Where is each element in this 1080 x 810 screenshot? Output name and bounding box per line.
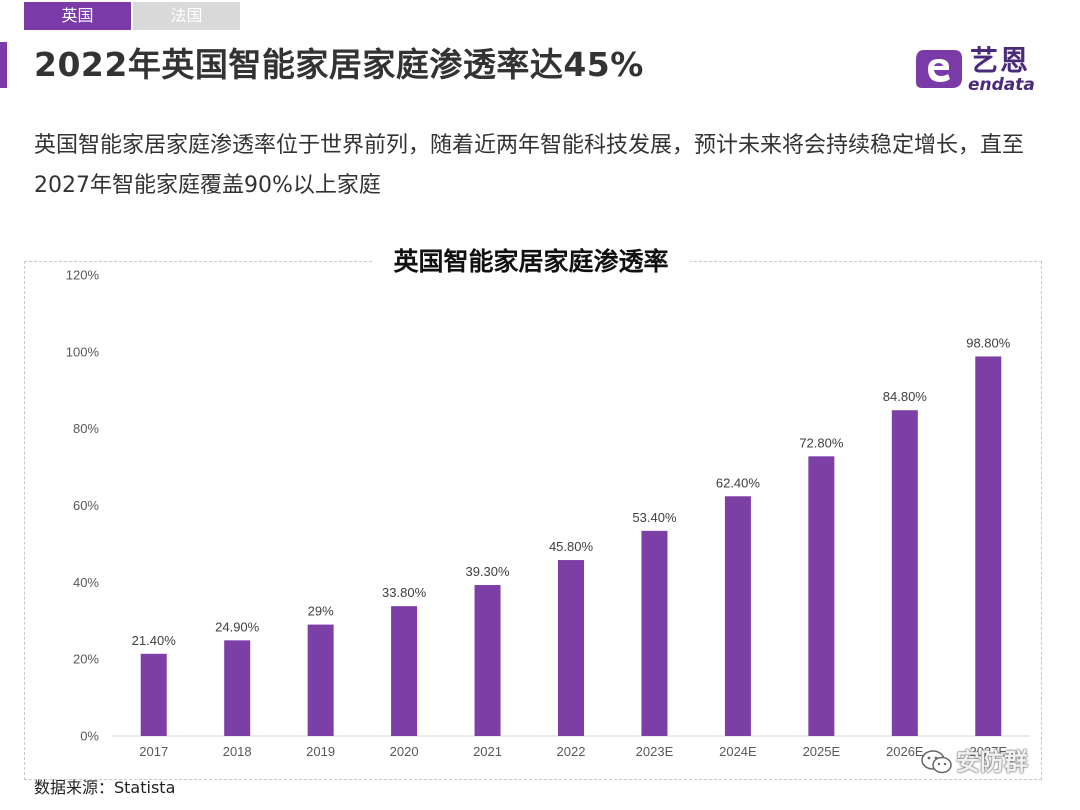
bar (474, 585, 501, 736)
x-axis: 2017 2018 2019 2020 2021 2022 2023E 2024E 2025E 2… (139, 744, 1007, 759)
data-label: 84.80% (883, 389, 928, 404)
y-tick-label: 100% (66, 344, 100, 359)
title-accent-bar (0, 42, 7, 88)
data-label: 62.40% (716, 475, 761, 490)
data-label: 24.90% (215, 619, 260, 634)
y-tick-label: 40% (73, 575, 99, 590)
x-tick-label: 2023E (636, 744, 674, 759)
bar (558, 560, 584, 736)
data-label: 33.80% (382, 585, 427, 600)
source-note: 数据来源：Statista (34, 778, 176, 797)
logo-chinese-text: 艺恩 (970, 44, 1031, 77)
bar (808, 456, 835, 736)
x-tick-label: 2021 (473, 744, 502, 759)
x-tick-label: 2024E (719, 744, 757, 759)
bars (140, 356, 1002, 736)
data-label: 45.80% (549, 539, 594, 554)
bar (224, 640, 251, 736)
chart-title: 英国智能家居家庭渗透率 (372, 242, 690, 282)
data-label: 21.40% (132, 633, 177, 648)
x-tick-label: 2020 (390, 744, 419, 759)
x-tick-label: 2022 (557, 744, 586, 759)
y-tick-label: 60% (73, 498, 99, 513)
tab-france[interactable]: 法国 (133, 2, 240, 30)
y-tick-label: 20% (73, 652, 99, 667)
x-tick-label: 2017 (139, 744, 168, 759)
y-axis: 0% 20% 40% 60% 80% 100% 120% (66, 268, 100, 744)
bar (307, 624, 334, 736)
x-tick-label: 2025E (803, 744, 841, 759)
data-label: 29% (308, 604, 334, 619)
bar (891, 410, 918, 736)
wechat-icon (921, 750, 952, 774)
y-tick-label: 120% (66, 268, 100, 283)
data-label: 39.30% (465, 564, 510, 579)
page-title: 2022年英国智能家居家庭渗透率达45% (34, 45, 644, 84)
bar (140, 653, 167, 736)
x-tick-label: 2027E (969, 744, 1007, 759)
x-tick-label: 2018 (223, 744, 252, 759)
watermark: 安防群 (920, 745, 1050, 779)
data-label: 53.40% (632, 510, 677, 525)
endata-logo: 艺恩 endata (914, 44, 1044, 100)
data-label: 98.80% (966, 335, 1011, 350)
y-tick-label: 80% (73, 421, 99, 436)
bar (724, 496, 751, 736)
tab-uk[interactable]: 英国 (24, 2, 131, 30)
bar (641, 530, 668, 736)
watermark-text: 安防群 (956, 748, 1028, 776)
logo-english-text: endata (968, 75, 1035, 95)
data-label: 72.80% (799, 435, 844, 450)
description-text: 英国智能家居家庭渗透率位于世界前列，随着近两年智能科技发展，预计未来将会持续稳定… (34, 133, 1025, 198)
data-labels: 21.40% 24.90% 29% 33.80% 39.30% 45.80% 53.40% 6… (132, 335, 1011, 647)
x-tick-label: 2019 (306, 744, 335, 759)
bar (391, 606, 418, 736)
endata-logo-icon (916, 50, 962, 88)
bar (975, 356, 1002, 736)
y-tick-label: 0% (80, 729, 99, 744)
x-tick-label: 2026E (886, 744, 924, 759)
